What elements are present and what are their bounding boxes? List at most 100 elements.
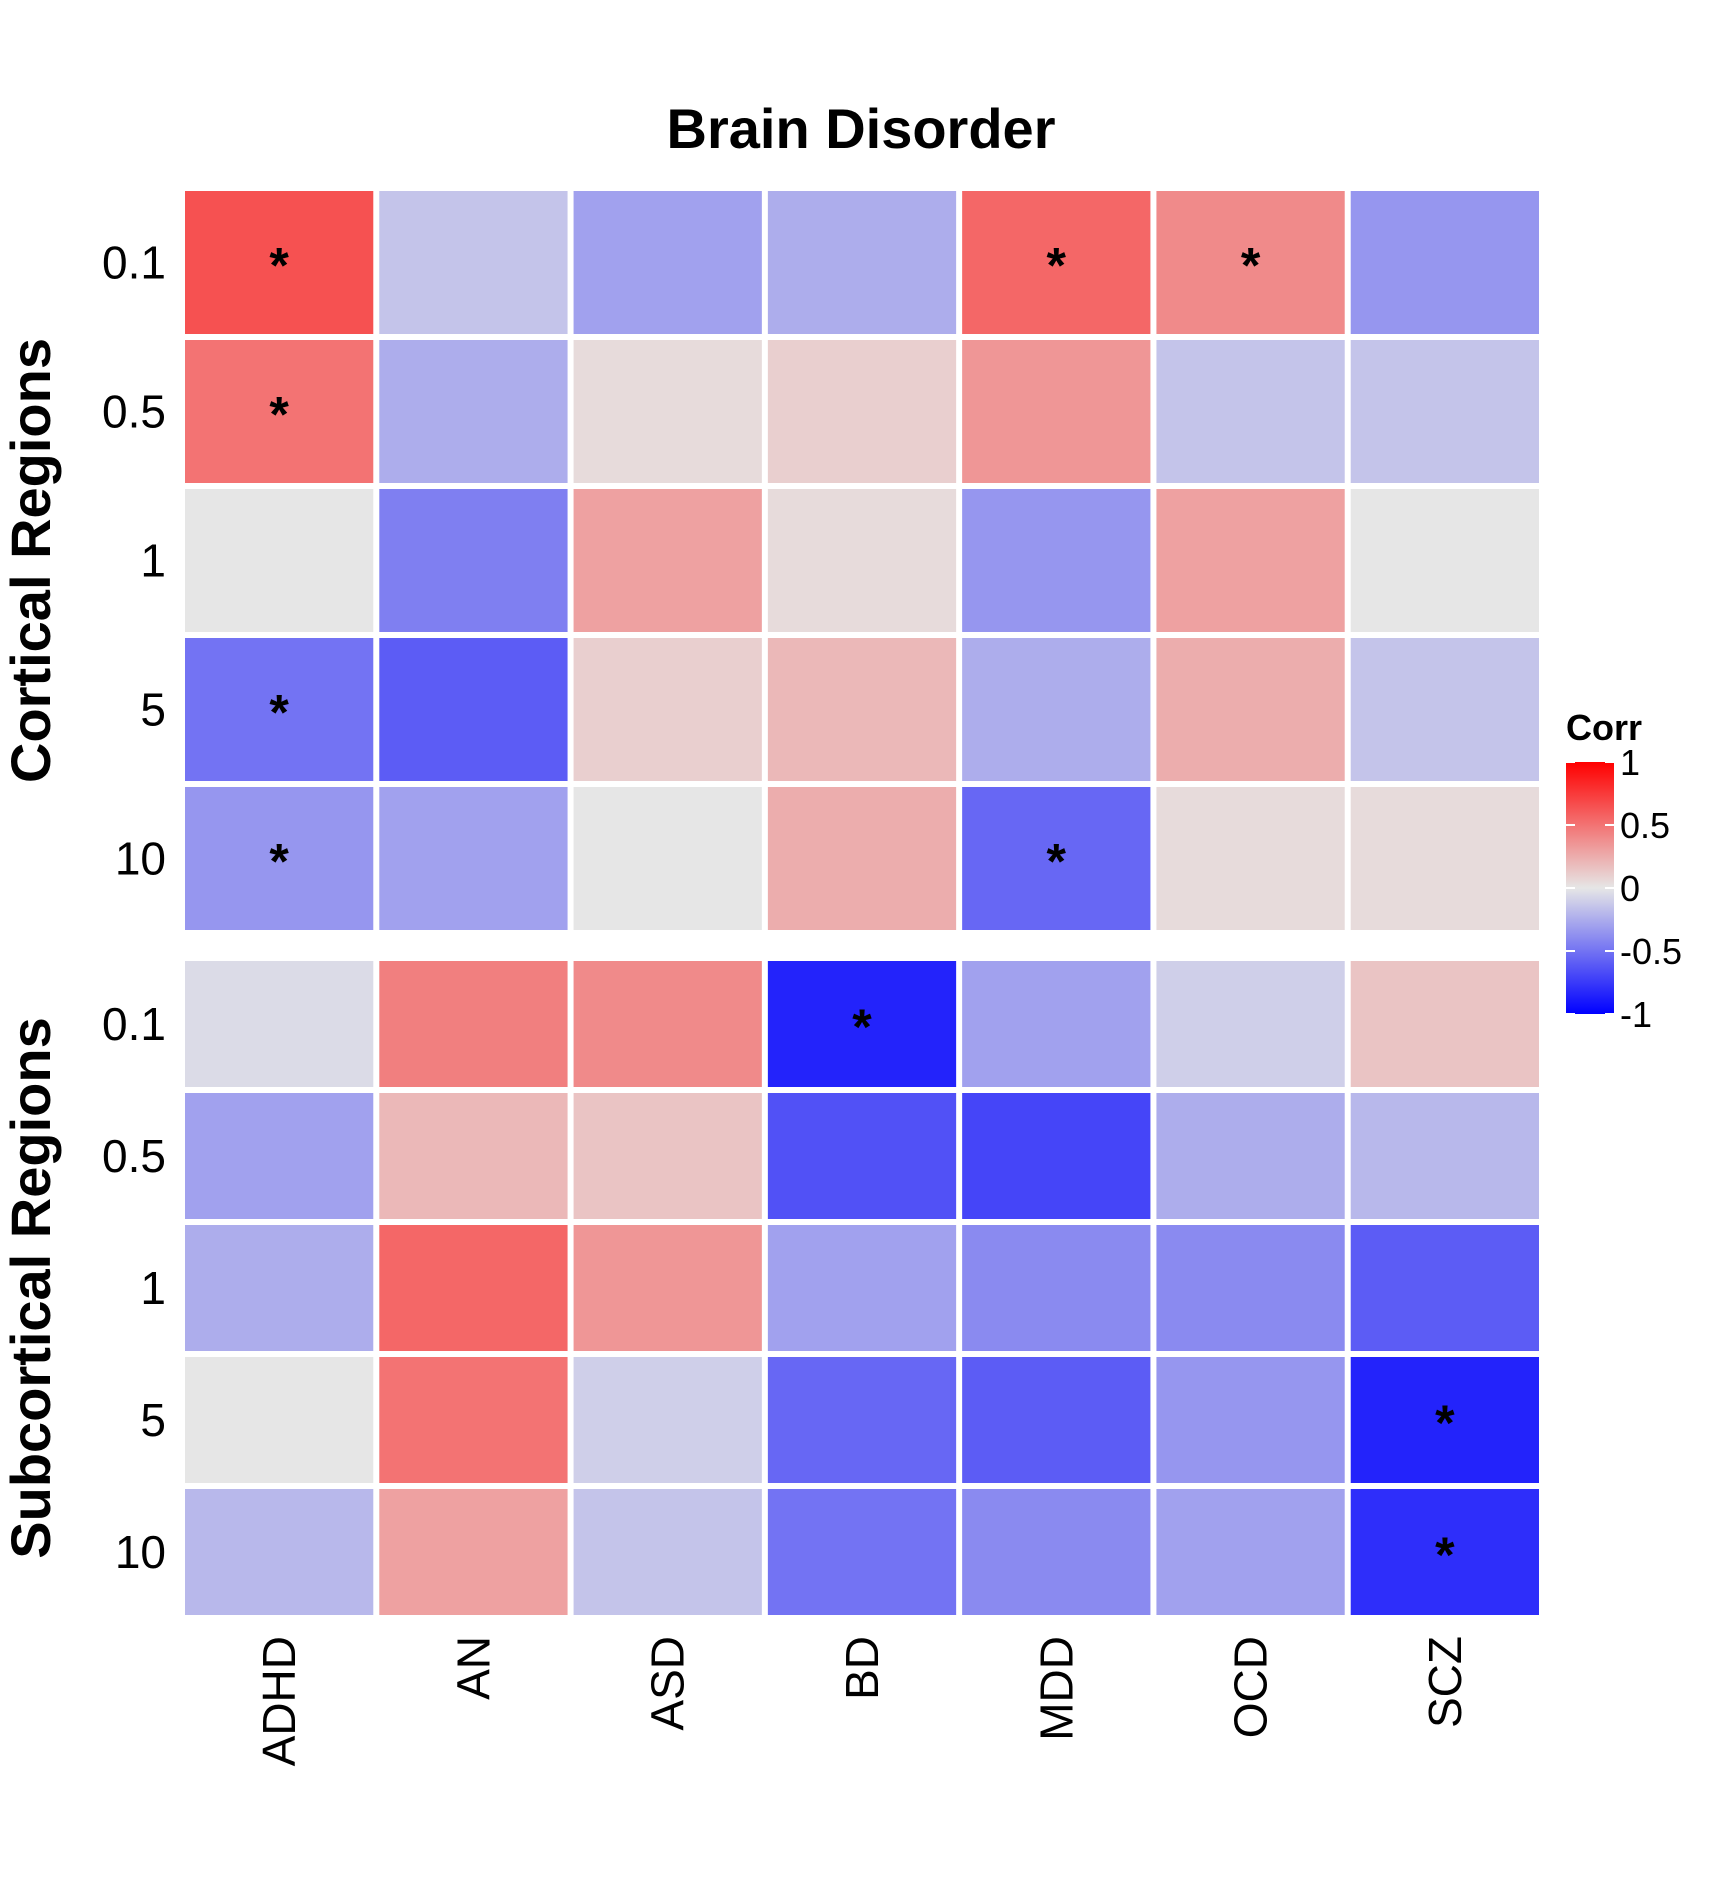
heatmap-cell bbox=[1350, 340, 1539, 483]
heatmap-cell bbox=[379, 1225, 568, 1351]
heatmap-cell bbox=[1350, 1093, 1539, 1219]
column-tick-label: SCZ bbox=[1419, 1636, 1471, 1728]
heatmap-cell bbox=[962, 1489, 1151, 1615]
heatmap-cell bbox=[185, 1093, 374, 1219]
heatmap-cell bbox=[185, 1225, 374, 1351]
significance-marker: * bbox=[1435, 1395, 1455, 1451]
chart-title: Brain Disorder bbox=[667, 97, 1056, 160]
legend-tick-label: 1 bbox=[1620, 742, 1640, 783]
heatmap-cell bbox=[1156, 340, 1345, 483]
heatmap-cell bbox=[573, 638, 762, 781]
heatmap-cell bbox=[962, 1225, 1151, 1351]
heatmap-cell bbox=[1156, 1489, 1345, 1615]
panel-cortical-regions: Cortical Regions 0.1 * * * 0.5 * 1 5 * 10 * * bbox=[0, 191, 1539, 930]
heatmap-cell bbox=[962, 489, 1151, 632]
row-tick-label: 5 bbox=[140, 1394, 166, 1446]
heatmap-cell bbox=[962, 961, 1151, 1087]
row-tick-label: 10 bbox=[115, 833, 166, 885]
heatmap-cell bbox=[962, 191, 1151, 334]
heatmap-cell bbox=[1350, 787, 1539, 930]
heatmap-cell bbox=[185, 340, 374, 483]
color-legend: Corr 1 0.5 0 -0.5 -1 bbox=[1566, 707, 1682, 1035]
heatmap-cell bbox=[1350, 489, 1539, 632]
legend-tick-label: 0.5 bbox=[1620, 805, 1670, 846]
significance-marker: * bbox=[1435, 1527, 1455, 1583]
heatmap-cell bbox=[573, 340, 762, 483]
heatmap-cell bbox=[767, 787, 957, 930]
legend-tick-label: -1 bbox=[1620, 994, 1652, 1035]
panel-subcortical-regions: Subcortical Regions 0.1 * 0.5 1 5 * 10 * bbox=[0, 961, 1539, 1615]
heatmap-cell bbox=[1350, 191, 1539, 334]
row-tick-label: 5 bbox=[140, 684, 166, 736]
heatmap-cell bbox=[573, 787, 762, 930]
heatmap-cell bbox=[767, 489, 957, 632]
heatmap-cell bbox=[1156, 787, 1345, 930]
heatmap-cell bbox=[962, 1357, 1151, 1483]
row-tick-label: 0.5 bbox=[102, 1130, 166, 1182]
legend-tick-label: 0 bbox=[1620, 868, 1640, 909]
heatmap-cell bbox=[573, 191, 762, 334]
heatmap-cell bbox=[767, 638, 957, 781]
heatmap-cell bbox=[185, 191, 374, 334]
heatmap-cell bbox=[767, 1489, 957, 1615]
heatmap-cell bbox=[573, 1489, 762, 1615]
heatmap-cell bbox=[1350, 1225, 1539, 1351]
significance-marker: * bbox=[852, 999, 872, 1055]
row-tick-label: 1 bbox=[140, 535, 166, 587]
heatmap-cell bbox=[185, 638, 374, 781]
heatmap-cell bbox=[185, 787, 374, 930]
heatmap-cell bbox=[379, 961, 568, 1087]
heatmap-cell bbox=[1350, 961, 1539, 1087]
heatmap-cell bbox=[962, 638, 1151, 781]
heatmap-cell bbox=[962, 787, 1151, 930]
heatmap-cell bbox=[1156, 191, 1345, 334]
column-tick-label: ASD bbox=[642, 1636, 694, 1731]
heatmap-cell bbox=[379, 340, 568, 483]
column-tick-label: BD bbox=[836, 1636, 888, 1700]
row-tick-label: 0.1 bbox=[102, 237, 166, 289]
heatmap-cell bbox=[1350, 1357, 1539, 1483]
heatmap-cell bbox=[1156, 489, 1345, 632]
column-tick-label: MDD bbox=[1030, 1636, 1082, 1741]
heatmap-cell bbox=[379, 787, 568, 930]
heatmap-cell bbox=[573, 1225, 762, 1351]
heatmap-cell bbox=[1156, 961, 1345, 1087]
heatmap-cell bbox=[379, 489, 568, 632]
heatmap-cell bbox=[1156, 638, 1345, 781]
heatmap-cell bbox=[1156, 1225, 1345, 1351]
heatmap-cell bbox=[1350, 638, 1539, 781]
heatmap-cell bbox=[1156, 1093, 1345, 1219]
heatmap-cell bbox=[573, 1357, 762, 1483]
heatmap-cell bbox=[962, 1093, 1151, 1219]
heatmap-cell bbox=[767, 340, 957, 483]
row-tick-label: 10 bbox=[115, 1526, 166, 1578]
heatmap-cell bbox=[573, 961, 762, 1087]
heatmap-cell bbox=[379, 638, 568, 781]
heatmap-cell bbox=[379, 1489, 568, 1615]
significance-marker: * bbox=[269, 387, 289, 443]
row-tick-label: 0.5 bbox=[102, 386, 166, 438]
row-tick-label: 1 bbox=[140, 1262, 166, 1314]
legend-tick-label: -0.5 bbox=[1620, 931, 1682, 972]
legend-title: Corr bbox=[1566, 707, 1642, 748]
column-tick-label: ADHD bbox=[253, 1636, 305, 1766]
heatmap-cell bbox=[185, 961, 374, 1087]
heatmap-cell bbox=[573, 489, 762, 632]
heatmap-cell bbox=[962, 340, 1151, 483]
significance-marker: * bbox=[1241, 238, 1261, 294]
legend-ticks: 1 0.5 0 -0.5 -1 bbox=[1566, 742, 1682, 1035]
heatmap-cell bbox=[379, 1357, 568, 1483]
heatmap-cell bbox=[767, 1357, 957, 1483]
significance-marker: * bbox=[269, 238, 289, 294]
heatmap-cell bbox=[767, 191, 957, 334]
heatmap-cell bbox=[1156, 1357, 1345, 1483]
column-labels: ADHD AN ASD BD MDD OCD SCZ bbox=[253, 1636, 1471, 1766]
heatmap-cell bbox=[767, 1093, 957, 1219]
column-tick-label: AN bbox=[447, 1636, 499, 1700]
heatmap-cell bbox=[1350, 1489, 1539, 1615]
heatmap-cell bbox=[767, 961, 957, 1087]
heatmap-cell bbox=[185, 489, 374, 632]
column-tick-label: OCD bbox=[1225, 1636, 1277, 1738]
